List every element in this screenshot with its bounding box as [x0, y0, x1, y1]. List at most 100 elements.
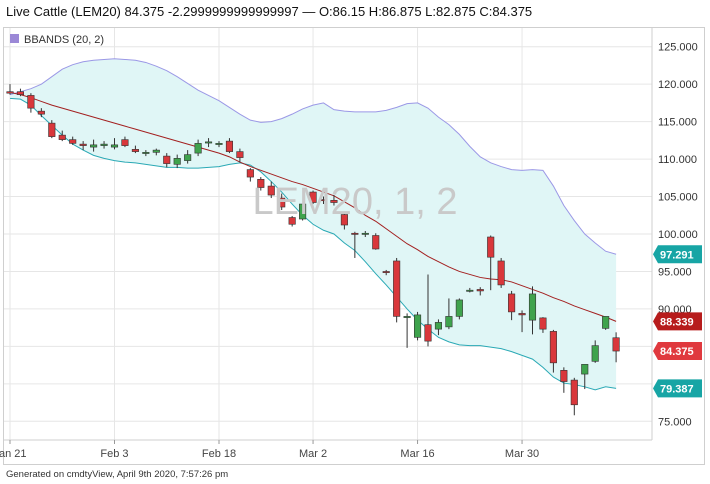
candle-body [602, 316, 610, 329]
x-tick-label: Jan 21 [0, 448, 27, 460]
candle [48, 120, 56, 139]
candle-body [257, 179, 265, 188]
candle [121, 136, 129, 148]
candle [434, 319, 443, 336]
candle [246, 168, 254, 182]
candle [382, 269, 390, 276]
candle-body [184, 154, 192, 161]
candle-body [205, 141, 213, 144]
price-badge: 97.291 [653, 245, 702, 264]
candle-body [288, 217, 296, 225]
candle-body [58, 134, 66, 140]
candle [142, 150, 150, 157]
x-tick-label: Mar 2 [299, 448, 327, 460]
y-tick-label: 100.000 [658, 229, 698, 241]
candle-body [131, 149, 139, 152]
candle [299, 203, 307, 221]
legend-swatch [10, 34, 19, 43]
candle-body [424, 324, 432, 342]
candle [393, 257, 401, 323]
candle [528, 286, 537, 335]
candle-body [267, 185, 275, 196]
y-tick-label: 105.000 [658, 192, 698, 204]
candle [372, 233, 380, 250]
candle [27, 93, 35, 113]
candle [508, 290, 516, 321]
price-badge-label: 84.375 [660, 346, 694, 358]
candle [466, 287, 474, 293]
candle-body [246, 169, 254, 178]
price-badge-label: 79.387 [660, 383, 694, 395]
candle-body [560, 370, 568, 382]
candle-body [351, 232, 359, 235]
candle [612, 332, 620, 363]
candle [16, 88, 25, 97]
candle [581, 364, 589, 390]
candle [152, 148, 160, 156]
candlestick-series [6, 84, 620, 416]
price-badge-shape [653, 342, 702, 361]
price-badge-shape [653, 245, 702, 264]
candle-body [173, 158, 181, 165]
candle [90, 139, 98, 152]
x-tick-label: Mar 30 [505, 448, 539, 460]
candle [257, 177, 265, 191]
price-badge-label: 97.291 [660, 249, 694, 261]
candle [267, 181, 275, 199]
candle-body [549, 331, 557, 364]
candle [330, 195, 338, 206]
candle-body [6, 91, 14, 94]
candle-body [152, 149, 160, 153]
y-tick-label: 75.000 [658, 416, 692, 428]
candle-body [48, 122, 56, 137]
candle-body [37, 110, 45, 115]
candle-body [319, 199, 328, 202]
candle [194, 139, 202, 157]
candle-body [79, 143, 87, 146]
candle-body [508, 293, 516, 313]
price-badge-label: 88.339 [660, 316, 694, 328]
candle-body [497, 260, 505, 286]
candle-body [361, 232, 369, 235]
bollinger-upper-line [9, 58, 617, 255]
candle-body [215, 143, 223, 145]
candle [361, 231, 369, 237]
price-badge: 84.375 [653, 342, 702, 361]
candle-body [487, 236, 495, 258]
candle-body [591, 345, 599, 362]
legend: BBANDS (20, 2) [10, 34, 104, 46]
x-tick-label: Mar 16 [400, 448, 434, 460]
candle-body [194, 143, 202, 154]
price-badge: 79.387 [653, 379, 702, 398]
candle-body [434, 322, 443, 330]
candle [340, 213, 348, 230]
candlestick-chart[interactable]: 75.00080.00085.00090.00095.000100.000105… [0, 0, 710, 470]
y-axis: 75.00080.00085.00090.00095.000100.000105… [658, 42, 698, 429]
candle [6, 84, 14, 95]
bollinger-band [9, 58, 617, 391]
candle-body [539, 317, 547, 330]
candle-body [16, 91, 25, 95]
candle [309, 190, 317, 205]
candle [497, 257, 505, 288]
price-badge-shape [653, 312, 702, 331]
candle-body [330, 199, 338, 203]
x-axis: Jan 21 Feb 3 Feb 18 Mar 2 Mar 16 Mar 30 [0, 440, 539, 460]
candle-body [581, 364, 589, 375]
candle [37, 108, 45, 118]
chart-title: Live Cattle (LEM20) 84.375 -2.2999999999… [6, 4, 533, 19]
price-badges: 97.291 88.339 84.375 79.387 [653, 245, 702, 398]
candle [476, 287, 484, 296]
candle [110, 138, 119, 150]
y-tick-label: 125.000 [658, 42, 698, 54]
candle [455, 298, 463, 320]
candle [184, 150, 192, 164]
candle [69, 136, 77, 145]
generated-footer: Generated on cmdtyView, April 9th 2020, … [6, 469, 229, 480]
bollinger-lower-line [9, 97, 617, 391]
candle-body [403, 316, 411, 318]
candle [205, 138, 213, 148]
price-badge: 88.339 [653, 312, 702, 331]
candle-body [121, 139, 129, 146]
candle-body [372, 235, 380, 250]
